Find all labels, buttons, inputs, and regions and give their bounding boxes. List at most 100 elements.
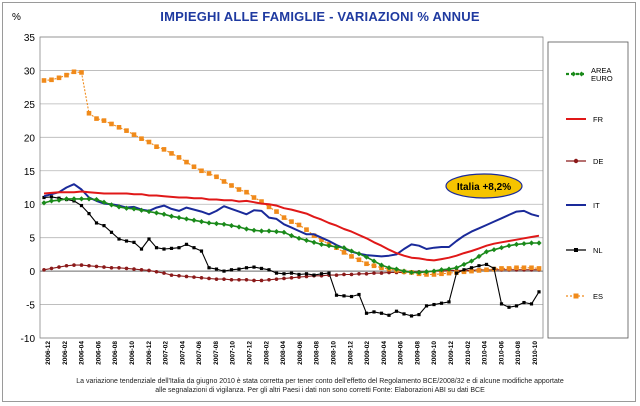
- data-point: [259, 199, 264, 204]
- data-point: [327, 271, 331, 275]
- data-point: [363, 254, 370, 260]
- data-point: [49, 195, 54, 199]
- data-point: [536, 266, 542, 271]
- data-point: [79, 70, 84, 75]
- data-point: [192, 246, 196, 250]
- x-tick-label: 2008-06: [297, 341, 304, 365]
- data-point: [229, 278, 234, 282]
- data-point: [424, 272, 429, 277]
- x-tick-label: 2007-04: [179, 341, 186, 365]
- data-point: [42, 195, 46, 200]
- data-point: [356, 257, 362, 263]
- x-tick-label: 2009-08: [414, 341, 421, 365]
- x-tick-label: 2008-12: [347, 341, 354, 365]
- data-point: [319, 272, 324, 276]
- legend-item-nl: NL: [566, 246, 603, 255]
- legend-item-es: ES: [566, 292, 603, 301]
- y-tick-label: 30: [24, 66, 36, 77]
- x-tick-label: 2007-02: [163, 341, 170, 365]
- x-tick-label: 2007-08: [213, 341, 220, 365]
- data-point: [162, 247, 166, 251]
- data-point: [499, 302, 504, 306]
- chart-frame: [2, 2, 636, 402]
- data-point: [394, 309, 399, 313]
- data-point: [222, 277, 226, 281]
- x-tick-label: 2008-10: [330, 341, 337, 365]
- data-point: [506, 266, 512, 271]
- data-point: [484, 267, 489, 273]
- data-point: [132, 240, 136, 244]
- data-point: [64, 72, 69, 78]
- data-point: [139, 247, 144, 251]
- data-point: [342, 294, 346, 298]
- x-tick-label: 2009-10: [431, 341, 438, 365]
- data-point: [177, 246, 181, 250]
- data-point: [147, 268, 151, 273]
- footnote: La variazione tendenziale dell'Italia da…: [14, 377, 626, 395]
- data-point: [154, 246, 159, 250]
- data-point: [124, 239, 129, 243]
- data-point: [214, 267, 219, 271]
- data-point: [94, 264, 99, 269]
- data-point: [154, 144, 159, 149]
- data-point: [446, 270, 452, 276]
- data-point: [244, 266, 249, 270]
- data-point: [222, 269, 226, 273]
- y-tick-label: 15: [24, 167, 36, 178]
- x-tick-label: 2010-10: [532, 341, 539, 365]
- data-point: [221, 221, 227, 227]
- data-point: [417, 312, 421, 317]
- data-point: [79, 263, 84, 267]
- data-point: [191, 217, 197, 223]
- data-point: [318, 241, 325, 247]
- data-point: [109, 121, 114, 127]
- data-point: [56, 197, 62, 203]
- data-point: [139, 136, 144, 141]
- x-tick-label: 2006-10: [129, 341, 136, 365]
- data-point: [214, 277, 219, 281]
- data-point: [409, 314, 414, 318]
- data-point: [537, 290, 541, 294]
- data-point: [408, 269, 415, 276]
- data-point: [303, 237, 310, 243]
- x-tick-label: 2009-06: [398, 341, 405, 365]
- data-point: [132, 267, 136, 271]
- data-point: [387, 313, 391, 317]
- x-tick-label: 2007-10: [230, 341, 237, 365]
- x-tick-label: 2009-04: [381, 341, 388, 365]
- data-point: [252, 265, 256, 269]
- data-point: [521, 265, 527, 271]
- data-point: [169, 273, 174, 277]
- data-point: [506, 243, 512, 249]
- data-point: [116, 125, 122, 130]
- data-point: [462, 268, 466, 272]
- data-point: [468, 258, 475, 264]
- data-point: [124, 128, 129, 133]
- data-point: [477, 264, 481, 268]
- x-tick-label: 2008-04: [280, 341, 287, 365]
- data-point: [514, 265, 519, 271]
- x-tick-label: 2010-08: [515, 341, 522, 365]
- data-point: [72, 263, 76, 267]
- data-point: [267, 278, 271, 282]
- series-nl: [42, 195, 541, 318]
- data-point: [274, 209, 279, 214]
- data-point: [259, 278, 264, 283]
- data-point: [168, 213, 175, 219]
- data-point: [192, 275, 196, 279]
- data-point: [198, 219, 205, 225]
- data-point: [139, 267, 144, 272]
- y-tick-label: 10: [24, 200, 36, 211]
- x-tick-label: 2008-08: [314, 341, 321, 365]
- data-point: [48, 198, 55, 204]
- data-point: [342, 272, 346, 277]
- data-point: [296, 235, 302, 241]
- x-tick-label: 2010-04: [482, 341, 489, 365]
- data-point: [207, 266, 211, 270]
- data-point: [513, 241, 520, 247]
- data-point: [461, 261, 467, 268]
- data-point: [87, 263, 91, 268]
- data-point: [108, 202, 115, 208]
- data-point: [63, 196, 70, 202]
